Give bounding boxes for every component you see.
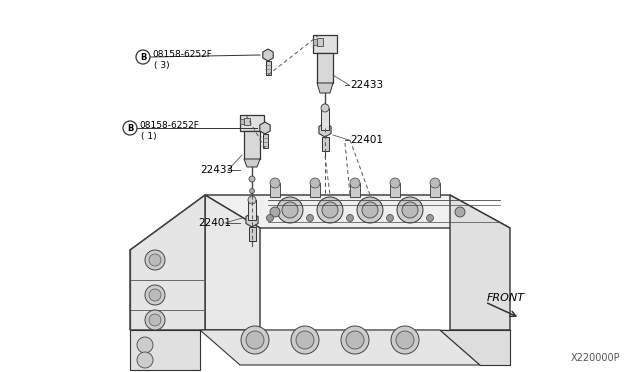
Circle shape: [391, 326, 419, 354]
Polygon shape: [130, 330, 200, 370]
Circle shape: [357, 197, 383, 223]
Circle shape: [387, 215, 394, 221]
Circle shape: [145, 310, 165, 330]
Polygon shape: [205, 195, 260, 330]
Circle shape: [249, 176, 255, 182]
Text: 22401: 22401: [350, 135, 383, 145]
Polygon shape: [244, 159, 260, 167]
Circle shape: [346, 215, 353, 221]
Circle shape: [390, 178, 400, 188]
Circle shape: [250, 189, 255, 193]
Circle shape: [282, 202, 298, 218]
Circle shape: [317, 197, 343, 223]
Circle shape: [321, 104, 329, 112]
Circle shape: [149, 314, 161, 326]
Text: 22433: 22433: [200, 165, 233, 175]
Bar: [240, 119, 244, 124]
Circle shape: [341, 326, 369, 354]
Circle shape: [322, 104, 328, 110]
Bar: [321, 137, 328, 151]
Bar: [317, 53, 333, 83]
Polygon shape: [246, 213, 258, 227]
Bar: [248, 227, 255, 241]
Text: 22433: 22433: [350, 80, 383, 90]
Text: B: B: [140, 52, 146, 61]
Circle shape: [346, 331, 364, 349]
Circle shape: [296, 331, 314, 349]
Circle shape: [248, 196, 256, 204]
Bar: [313, 35, 337, 53]
Bar: [270, 183, 280, 197]
Circle shape: [246, 331, 264, 349]
Circle shape: [455, 207, 465, 217]
Polygon shape: [263, 49, 273, 61]
Polygon shape: [205, 195, 510, 228]
Circle shape: [266, 215, 273, 221]
Circle shape: [322, 202, 338, 218]
Polygon shape: [319, 123, 331, 137]
Polygon shape: [440, 330, 510, 365]
Bar: [350, 183, 360, 197]
Circle shape: [145, 250, 165, 270]
Text: 22401: 22401: [198, 218, 231, 228]
Polygon shape: [450, 195, 510, 330]
Polygon shape: [260, 122, 270, 134]
Circle shape: [137, 352, 153, 368]
Circle shape: [310, 178, 320, 188]
Text: ( 3): ( 3): [154, 61, 170, 70]
Circle shape: [323, 116, 328, 122]
Text: 08158-6252F: 08158-6252F: [152, 49, 212, 58]
Circle shape: [270, 178, 280, 188]
Bar: [248, 200, 256, 220]
Circle shape: [149, 254, 161, 266]
Text: FRONT: FRONT: [487, 293, 525, 303]
Bar: [317, 38, 323, 46]
Polygon shape: [200, 330, 480, 365]
Text: X220000P: X220000P: [570, 353, 620, 363]
Circle shape: [270, 207, 280, 217]
Circle shape: [402, 202, 418, 218]
Circle shape: [397, 197, 423, 223]
Circle shape: [396, 331, 414, 349]
Circle shape: [137, 337, 153, 353]
Bar: [430, 183, 440, 197]
Circle shape: [241, 326, 269, 354]
Bar: [310, 183, 320, 197]
Text: B: B: [127, 124, 133, 132]
Bar: [313, 39, 317, 45]
Bar: [262, 134, 268, 148]
Text: ( 1): ( 1): [141, 131, 157, 141]
Bar: [266, 61, 271, 75]
Bar: [321, 108, 329, 130]
Circle shape: [430, 178, 440, 188]
Bar: [240, 115, 264, 131]
Circle shape: [277, 197, 303, 223]
Circle shape: [145, 285, 165, 305]
Circle shape: [291, 326, 319, 354]
Bar: [390, 183, 400, 197]
Polygon shape: [317, 83, 333, 93]
Circle shape: [426, 215, 433, 221]
Circle shape: [362, 202, 378, 218]
Bar: [244, 131, 260, 159]
Circle shape: [350, 178, 360, 188]
Circle shape: [149, 289, 161, 301]
Polygon shape: [130, 195, 205, 330]
Circle shape: [307, 215, 314, 221]
Text: 08158-6252F: 08158-6252F: [139, 121, 199, 129]
Bar: [244, 118, 250, 125]
